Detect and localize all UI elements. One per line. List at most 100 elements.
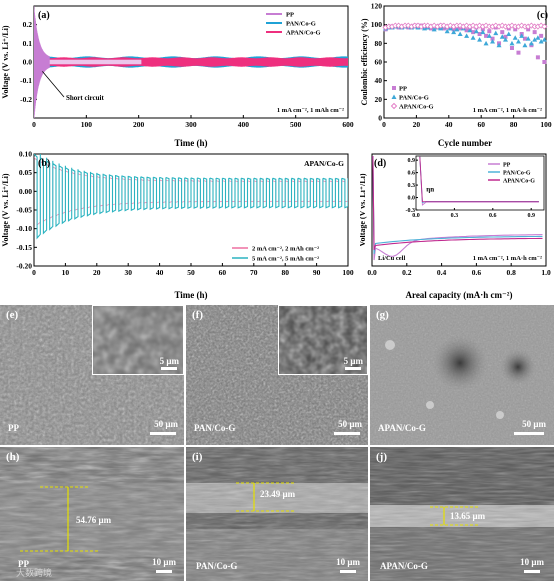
sample-label-f: PAN/Co-G [194,423,236,433]
sem-inset-e: 5 μm [92,305,184,375]
chart-c-point-0-33 [490,36,495,41]
chart-d-series-2 [372,155,543,251]
chart-c-point-1-36 [499,34,505,39]
chart-d-inset-ytick-label-3: 0.6 [408,171,416,177]
chart-c-point-0-41 [516,50,521,55]
chart-d-nucleation-overpotential: 0.0 0.2 0.4 0.6 0.8 1.00.0 0.3 0.6 0.9-0.30.00.3… [360,153,551,300]
chart-b-ytick-label-4: 0.00 [19,187,32,196]
chart-a-xtick-label-6: 600 [342,120,354,129]
watermark: 大数跨境 [16,569,53,579]
chart-c-coulombic-efficiency: 0 20 40 60 80 100 0 20 40 60 80 100 120 (c) Coulombic … [360,2,552,149]
panel-label-f: (f) [192,309,203,321]
chart-d-ylabel: Voltage (V vs. Li⁺/Li) [360,173,367,246]
scale-bar-j [524,570,540,573]
chart-d-condition: 1 mA cm⁻², 1 mA·h cm⁻² [473,255,542,262]
chart-c-ytick-label-2: 40 [375,76,383,85]
panel-label-e: (e) [6,309,19,321]
chart-d-xtick-label-2: 0.4 [437,268,447,277]
chart-a-ytick-label-4: 0.2 [23,20,33,29]
chart-d-cell-label: Li/Cu cell [378,255,405,262]
chart-d-xlabel: Areal capacity (mA·h cm⁻²) [405,290,512,300]
sem-texture-g [370,305,554,445]
scale-bar-h [156,570,172,573]
chart-c-xtick-label-3: 60 [477,120,485,129]
chart-d-inset-ytick-label-1: 0.0 [408,196,416,202]
chart-a-xtick-label-0: 0 [32,120,36,129]
chart-a-xtick-label-2: 200 [133,120,145,129]
chart-b-series-group [34,154,348,240]
chart-c-point-1-32 [486,33,492,38]
chart-d-xtick-label-5: 1.0 [541,268,551,277]
chart-c-legend-marker-0 [392,86,396,90]
chart-b-xtick-label-3: 30 [124,268,132,277]
sem-texture-i [186,447,368,581]
sample-label-h: PP [18,559,29,569]
chart-d-legend-label-2: APAN/Co-G [503,179,535,185]
panel-label-i: (i) [192,451,203,463]
chart-d-xtick-label-3: 0.6 [472,268,482,277]
chart-a-legend-label-1: PAN/Co-G [286,21,316,28]
sem-image-g-apan-surface: (g) APAN/Co-G 50 μm [370,305,554,445]
scale-label-e: 50 μm [154,419,178,429]
chart-c-point-0-36 [500,30,505,35]
scale-bar-i [340,570,356,573]
scale-label-f: 50 μm [338,419,362,429]
sem-image-h-pp-cross-section: 54.76 μm (h) PP 10 μm 大数跨境 [0,447,184,581]
chart-c-point-1-42 [519,33,525,38]
chart-c-legend-marker-1 [391,94,397,99]
sem-image-j-apan-cross-section: 13.65 μm (j) APAN/Co-G 10 μm [370,447,554,581]
sample-label-g: APAN/Co-G [378,423,426,433]
chart-c-xtick-label-5: 100 [540,120,552,129]
scale-bar-f [334,432,360,435]
chart-c-ylabel: Coulombic efficiency (%) [360,18,369,105]
chart-b-xtick-label-10: 100 [342,268,354,277]
chart-c-point-0-47 [535,55,540,60]
chart-b-ytick-label-5: 0.05 [19,168,32,177]
scale-bar-g [514,432,544,435]
sem-image-i-pan-cross-section: 23.49 μm (i) PAN/Co-G 10 μm [186,447,368,581]
chart-c-point-1-46 [532,37,538,42]
panel-label-j: (j) [376,451,387,463]
chart-c-point-0-27 [471,30,476,35]
chart-a-xtick-label-1: 100 [81,120,93,129]
chart-b-xtick-label-9: 90 [313,268,321,277]
chart-c-ytick-label-6: 120 [371,2,383,11]
chart-d-inset-ytick-label-4: 0.9 [408,158,416,164]
chart-d-series-0 [372,155,543,261]
chart-c-ytick-label-1: 20 [375,95,383,104]
chart-c-point-1-29 [477,37,483,42]
chart-a-ytick-label-0: -0.2 [20,95,32,104]
chart-a-ytick-label-3: 0.1 [23,39,33,48]
chart-b-xtick-label-2: 20 [93,268,101,277]
chart-b-ytick-label-0: -0.20 [16,262,32,271]
thickness-label-i: 23.49 μm [260,489,296,499]
chart-c-point-1-30 [480,29,486,35]
chart-a-ylabel: Voltage (V vs. Li⁺/Li) [1,25,10,98]
chart-c-point-0-48 [539,33,544,38]
chart-c-point-1-23 [457,31,463,36]
chart-a-ytick-label-1: -0.1 [20,76,32,85]
chart-c-xtick-label-0: 0 [382,120,386,129]
chart-c-point-0-25 [464,28,469,33]
chart-c-legend-label-1: PAN/Co-G [399,95,429,102]
chart-d-inset-xtick-label-1: 0.3 [451,213,459,219]
sample-label-j: APAN/Co-G [380,561,428,571]
chart-b-ylabel: Voltage (V vs. Li⁺/Li) [1,173,10,246]
chart-a-panel-label: (a) [38,10,50,21]
chart-a-annotation: Short circuit [66,94,104,102]
chart-d-xtick-label-0: 0.0 [367,268,377,277]
thickness-label-h: 54.76 μm [76,515,112,525]
chart-c-point-2-49 [541,23,548,30]
chart-a-legend-label-0: PP [286,12,294,19]
inset-scale-label-f: 5 μm [343,356,363,366]
chart-c-legend-label-2: APAN/Co-G [399,104,434,111]
chart-a-xtick-label-3: 300 [185,120,197,129]
chart-c-point-1-31 [483,40,489,46]
chart-a-xtick-label-5: 500 [290,120,302,129]
chart-d-xtick-label-4: 0.8 [507,268,517,277]
chart-c-point-1-40 [512,35,518,40]
chart-c-point-1-19 [444,28,450,34]
scale-bar-e [150,432,176,435]
chart-b-xtick-label-4: 40 [156,268,164,277]
chart-a-galvanostatic-cycling: 0 100 200 300 400 500 600 -0.2 -0.1 0.0 0.1 0.2 (a) V… [1,5,354,148]
